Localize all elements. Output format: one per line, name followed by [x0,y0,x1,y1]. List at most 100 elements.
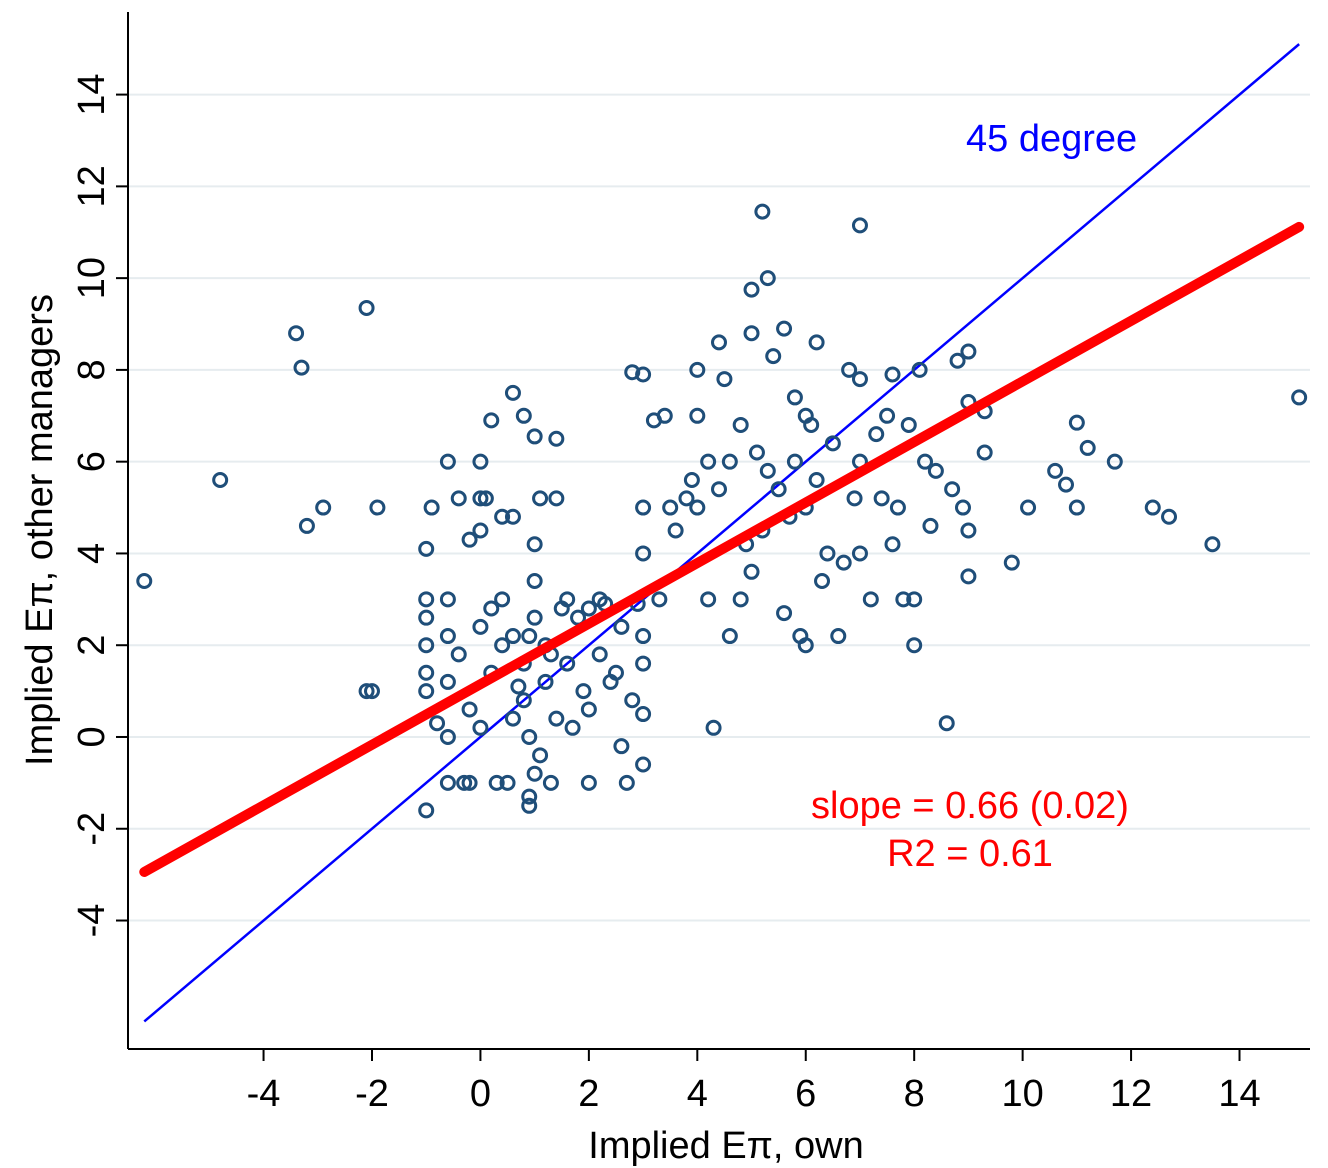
data-point [526,572,543,589]
data-point [418,664,435,681]
y-tick-label: 12 [71,165,113,207]
data-point [553,600,570,617]
data-point [906,637,923,654]
data-point [418,591,435,608]
x-tick-label: -4 [247,1073,281,1115]
data-point [662,499,679,516]
data-point [510,678,527,695]
data-point [293,359,310,376]
data-point [1068,414,1085,431]
data-point [212,472,229,489]
data-point [559,655,576,672]
data-point [298,517,315,534]
data-point [504,384,521,401]
data-point [651,591,668,608]
data-point [938,715,955,732]
data-point [369,499,386,516]
data-point [748,444,765,461]
data-point [743,325,760,342]
data-point [439,728,456,745]
data-point [743,563,760,580]
data-point [483,412,500,429]
data-point [862,591,879,608]
data-point [922,517,939,534]
data-point [835,554,852,571]
data-point [483,600,500,617]
data-point [504,628,521,645]
data-point [1144,499,1161,516]
data-point [824,435,841,452]
data-point [461,774,478,791]
data-point [759,462,776,479]
data-point [439,591,456,608]
data-point [472,618,489,635]
data-point [363,683,380,700]
data-point [1106,453,1123,470]
x-tick-label: 2 [578,1073,599,1115]
data-point [770,481,787,498]
data-point [504,508,521,525]
data-point [418,637,435,654]
data-point [776,320,793,337]
data-point [526,428,543,445]
y-tick-label: 14 [71,73,113,115]
data-point [358,299,375,316]
data-point [689,361,706,378]
data-point [1204,536,1221,553]
data-point [819,545,836,562]
data-point [580,701,597,718]
data-point [851,545,868,562]
data-point [1068,499,1085,516]
data-point [656,407,673,424]
data-point [797,637,814,654]
data-point [689,407,706,424]
data-point [873,490,890,507]
data-point [591,646,608,663]
slope-annotation: slope = 0.66 (0.02) [811,785,1129,827]
data-point [635,499,652,516]
data-point [889,499,906,516]
data-point [607,664,624,681]
data-point [450,490,467,507]
x-tick-label: 4 [687,1073,708,1115]
y-tick-label: -4 [71,904,113,938]
data-point [542,774,559,791]
data-point [494,591,511,608]
data-point [472,719,489,736]
data-point [613,738,630,755]
data-point [705,719,722,736]
data-point [580,774,597,791]
tick-labels: -4 -2 0 2 4 6 8 10 12 14 -4 -2 0 2 4 6 8 10 12 14 [71,73,1261,1115]
data-point [515,407,532,424]
r2-annotation: R2 = 0.61 [887,833,1053,875]
y-tick-label: 2 [71,635,113,656]
data-point [494,637,511,654]
y-tick-label: -2 [71,812,113,846]
data-point [288,325,305,342]
y-tick-label: 6 [71,451,113,472]
x-tick-label: 8 [904,1073,925,1115]
data-point [488,774,505,791]
data-point [754,203,771,220]
data-point [521,628,538,645]
data-point [635,655,652,672]
fit-line [139,221,1305,877]
data-point [580,600,597,617]
data-point [418,802,435,819]
data-point [906,591,923,608]
data-point [472,453,489,470]
data-point [900,416,917,433]
data-point [439,628,456,645]
data-point [315,499,332,516]
data-point [423,499,440,516]
data-point [537,673,554,690]
data-point [700,591,717,608]
data-point [439,453,456,470]
data-point [515,692,532,709]
data-point [1047,462,1064,479]
x-tick-label: 0 [470,1073,491,1115]
data-point [450,646,467,663]
data-point [895,591,912,608]
data-point [949,352,966,369]
gridlines [128,93,1310,922]
